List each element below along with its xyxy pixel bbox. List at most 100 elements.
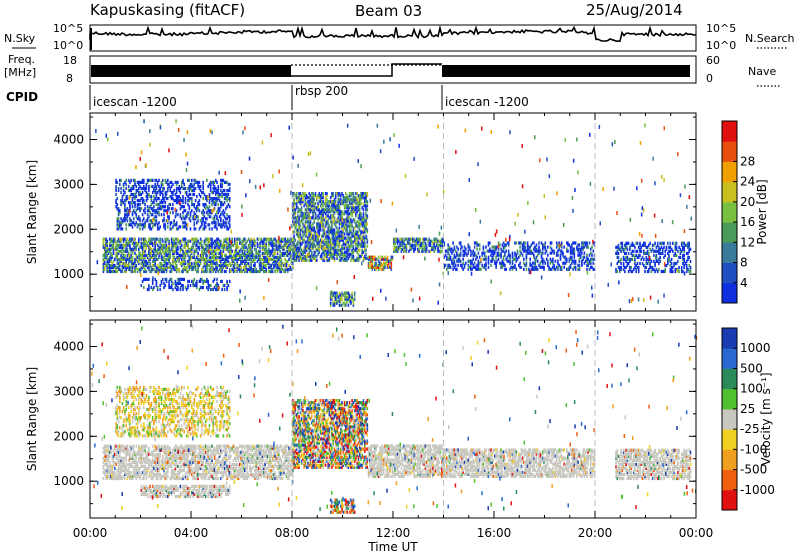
echo-cell — [420, 238, 422, 241]
echo-cell — [315, 202, 317, 205]
echo-cell — [202, 197, 204, 200]
nave-label: Nave — [748, 65, 776, 78]
echo-cell — [165, 205, 167, 208]
echo-cell — [125, 223, 127, 226]
echo-cell — [176, 221, 178, 224]
echo-cell — [651, 260, 653, 263]
echo-cell — [118, 217, 120, 220]
echo-cell — [622, 242, 624, 245]
echo-cell — [489, 241, 491, 244]
echo-cell — [538, 241, 540, 244]
echo-cell — [315, 192, 317, 195]
echo-cell — [367, 200, 369, 203]
echo-cell — [148, 278, 150, 281]
echo-cell — [173, 189, 175, 192]
echo-cell — [127, 195, 129, 198]
echo-cell — [542, 252, 544, 255]
echo-cell — [226, 280, 228, 283]
echo-cell — [306, 259, 308, 262]
echo-cell — [201, 240, 203, 243]
nsky-tick-top: 10^5 — [53, 22, 83, 35]
echo-cell — [248, 262, 250, 265]
echo-cell — [683, 254, 685, 257]
echo-cell — [199, 209, 201, 212]
echo-cell — [293, 235, 295, 238]
echo-cell — [136, 185, 138, 188]
echo-cell — [586, 254, 588, 257]
echo-cell — [479, 243, 481, 246]
echo-cell — [637, 242, 639, 245]
echo-cell — [165, 284, 167, 287]
echo-cell — [367, 208, 369, 211]
echo-cell — [295, 239, 297, 242]
echo-cell — [589, 241, 591, 244]
echo-cell — [526, 262, 528, 265]
echo-cell — [485, 256, 487, 259]
echo-cell — [537, 268, 539, 271]
echo-cell — [158, 197, 160, 200]
echo-cell — [153, 205, 155, 208]
echo-cell — [508, 250, 510, 253]
echo-cell — [218, 219, 220, 222]
echo-cell — [659, 260, 661, 263]
echo-cell — [322, 192, 324, 195]
echo-cell — [183, 183, 185, 186]
echo-cell — [579, 264, 581, 267]
echo-cell — [519, 246, 521, 249]
echo-cell — [120, 187, 122, 190]
echo-cell — [128, 185, 130, 188]
echo-cell — [618, 252, 620, 255]
echo-cell — [210, 215, 212, 218]
echo-cell — [224, 288, 226, 291]
echo-cell — [527, 241, 529, 244]
echo-cell — [360, 202, 362, 205]
echo-cell — [367, 222, 369, 225]
echo-cell — [216, 215, 218, 218]
echo-cell — [584, 256, 586, 259]
echo-cell — [681, 266, 683, 269]
echo-cell — [134, 179, 136, 182]
echo-cell — [367, 245, 369, 248]
echo-cell — [162, 179, 164, 182]
echo-cell — [686, 264, 688, 267]
echo-cell — [469, 246, 471, 249]
echo-cell — [144, 207, 146, 210]
echo-cell — [162, 278, 164, 281]
echo-cell — [120, 191, 122, 194]
echo-cell — [334, 257, 336, 260]
echo-cell — [334, 216, 336, 219]
echo-cell — [190, 284, 192, 287]
echo-cell — [359, 208, 361, 211]
nsky-label: N.Sky — [4, 32, 36, 45]
echo-cell — [177, 181, 179, 184]
nsky-panel: N.Sky 10^5 10^0 10^5 10^0 N.Search — [4, 22, 795, 52]
echo-cell — [335, 200, 337, 203]
echo-cell — [624, 270, 626, 273]
echo-cell — [538, 246, 540, 249]
echo-cell — [676, 242, 678, 245]
echo-cell — [239, 238, 241, 241]
echo-cell — [620, 258, 622, 261]
echo-cell — [450, 266, 452, 269]
echo-cell — [474, 246, 476, 249]
echo-cell — [676, 254, 678, 257]
echo-cell — [387, 256, 389, 259]
echo-cell — [633, 250, 635, 253]
echo-cell — [194, 193, 196, 196]
echo-cell — [391, 262, 393, 265]
echo-cell — [353, 255, 355, 258]
echo-cell — [514, 264, 516, 267]
echo-cell — [167, 197, 169, 200]
echo-cell — [658, 268, 660, 271]
echo-cell — [187, 284, 189, 287]
echo-cell — [547, 246, 549, 249]
echo-cell — [680, 256, 682, 259]
echo-cell — [259, 250, 261, 253]
echo-cell — [664, 268, 666, 271]
echo-cell — [218, 185, 220, 188]
echo-cell — [677, 250, 679, 253]
echo-cell — [191, 179, 193, 182]
echo-cell — [117, 197, 119, 200]
echo-cell — [165, 201, 167, 204]
echo-cell — [158, 179, 160, 182]
